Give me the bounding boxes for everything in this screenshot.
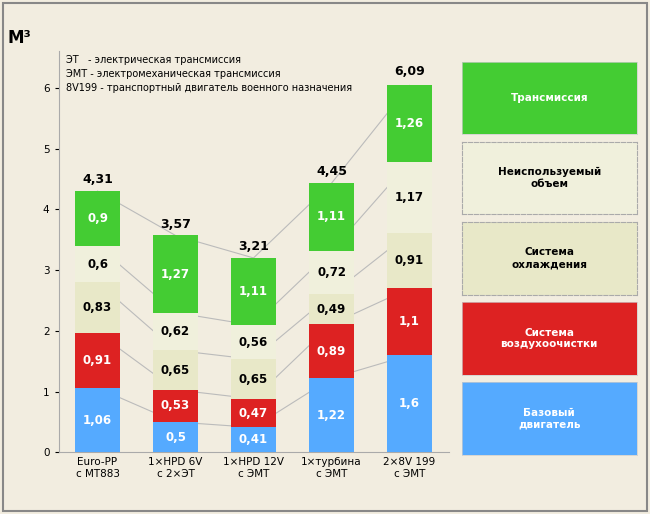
Text: 6,09: 6,09 [394, 65, 425, 78]
Bar [75, 246, 120, 282]
Text: 1,1: 1,1 [399, 315, 420, 328]
Text: 0,56: 0,56 [239, 336, 268, 349]
Text: 0,5: 0,5 [165, 431, 186, 444]
Text: 3,57: 3,57 [160, 218, 191, 231]
Bar [387, 355, 432, 452]
Text: 0,6: 0,6 [87, 258, 108, 270]
Text: 0,53: 0,53 [161, 399, 190, 412]
Text: 4,31: 4,31 [82, 173, 113, 186]
Bar [309, 378, 354, 452]
Bar [387, 162, 432, 233]
Text: 1,11: 1,11 [317, 210, 346, 224]
Text: Трансмиссия: Трансмиссия [510, 93, 588, 103]
Text: 0,41: 0,41 [239, 433, 268, 446]
Bar [75, 191, 120, 246]
Bar [153, 390, 198, 422]
Text: Система
охлаждения: Система охлаждения [512, 247, 587, 269]
Text: 3,21: 3,21 [238, 240, 269, 253]
Bar [231, 325, 276, 359]
Bar [75, 282, 120, 333]
Text: 1,6: 1,6 [399, 397, 420, 410]
Text: 0,47: 0,47 [239, 407, 268, 419]
Text: 0,89: 0,89 [317, 345, 346, 358]
Text: 1,17: 1,17 [395, 191, 424, 204]
Text: ЭТ   - электрическая трансмиссия
ЭМТ - электромеханическая трансмиссия
8V199 - т: ЭТ - электрическая трансмиссия ЭМТ - эле… [66, 56, 352, 94]
Bar [153, 350, 198, 390]
Bar [231, 399, 276, 428]
Bar [309, 324, 354, 378]
Text: 1,06: 1,06 [83, 414, 112, 427]
Bar [387, 288, 432, 355]
Text: 0,65: 0,65 [239, 373, 268, 386]
Text: 1,11: 1,11 [239, 285, 268, 298]
Bar [309, 295, 354, 324]
Text: 1,26: 1,26 [395, 117, 424, 130]
Text: 0,91: 0,91 [83, 354, 112, 367]
Text: 1,22: 1,22 [317, 409, 346, 422]
Text: 4,45: 4,45 [316, 165, 347, 178]
Text: 0,72: 0,72 [317, 266, 346, 279]
Bar [387, 233, 432, 288]
Text: 0,91: 0,91 [395, 254, 424, 267]
Bar [231, 258, 276, 325]
Text: 0,83: 0,83 [83, 301, 112, 314]
Text: 0,9: 0,9 [87, 212, 108, 225]
Text: 0,65: 0,65 [161, 363, 190, 377]
Bar [153, 313, 198, 350]
Bar [153, 235, 198, 313]
Text: 1,27: 1,27 [161, 267, 190, 281]
Bar [309, 251, 354, 295]
Text: Неиспользуемый
объем: Неиспользуемый объем [498, 167, 601, 189]
Bar [75, 388, 120, 452]
Bar [309, 183, 354, 251]
Bar [231, 359, 276, 399]
Bar [75, 333, 120, 388]
Text: Система
воздухоочистки: Система воздухоочистки [500, 327, 598, 350]
Bar [153, 422, 198, 452]
Bar [387, 85, 432, 162]
Text: 0,49: 0,49 [317, 303, 346, 316]
Text: М³: М³ [8, 29, 32, 47]
Bar [231, 428, 276, 452]
Text: 0,62: 0,62 [161, 325, 190, 338]
Text: Базовый
двигатель: Базовый двигатель [518, 408, 580, 430]
